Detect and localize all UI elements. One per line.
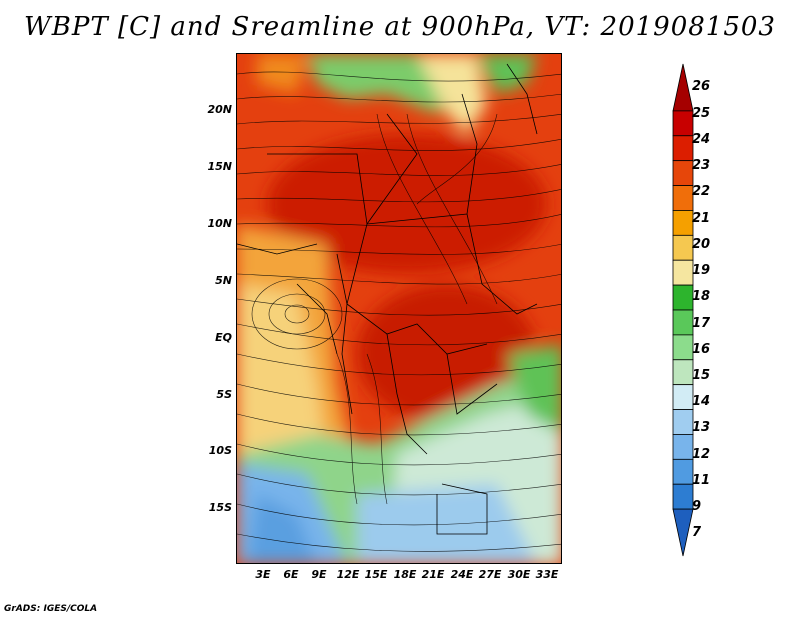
lat-label-20n: 20N bbox=[207, 103, 232, 116]
colorbar-label-22: 22 bbox=[692, 184, 711, 199]
colorbar-label-23: 23 bbox=[692, 158, 711, 173]
colorbar-label-13: 13 bbox=[692, 420, 711, 435]
map-title: WBPT [C] and Sreamline at 900hPa, VT: 20… bbox=[24, 12, 776, 42]
colorbar-swatch bbox=[672, 384, 694, 410]
colorbar-label-18: 18 bbox=[692, 289, 711, 304]
colorbar-swatch bbox=[672, 434, 694, 460]
colorbar-swatch bbox=[672, 359, 694, 386]
colorbar-swatch bbox=[672, 210, 694, 236]
colorbar bbox=[672, 63, 694, 557]
colorbar-label-9: 9 bbox=[692, 499, 702, 514]
lat-label-10s: 10S bbox=[208, 444, 232, 457]
lon-label-33e: 33E bbox=[535, 568, 559, 581]
colorbar-label-17: 17 bbox=[692, 316, 711, 331]
colorbar-swatch bbox=[672, 185, 694, 211]
colorbar-label-14: 14 bbox=[692, 394, 711, 409]
lon-label-30e: 30E bbox=[507, 568, 531, 581]
lat-label-10n: 10N bbox=[207, 217, 232, 230]
lon-label-27e: 27E bbox=[478, 568, 502, 581]
colorbar-label-26: 26 bbox=[692, 79, 711, 94]
lat-label-15s: 15S bbox=[208, 501, 232, 514]
lon-label-24e: 24E bbox=[450, 568, 474, 581]
colorbar-label-25: 25 bbox=[692, 106, 711, 121]
lon-label-21e: 21E bbox=[421, 568, 445, 581]
colorbar-swatch bbox=[672, 483, 694, 510]
colorbar-label-21: 21 bbox=[692, 211, 711, 226]
lon-label-18e: 18E bbox=[393, 568, 417, 581]
lat-label-5n: 5N bbox=[215, 274, 232, 287]
colorbar-swatch bbox=[672, 284, 694, 311]
colorbar-label-15: 15 bbox=[692, 368, 711, 383]
lon-label-3e: 3E bbox=[255, 568, 271, 581]
colorbar-label-19: 19 bbox=[692, 263, 711, 278]
colorbar-label-20: 20 bbox=[692, 237, 711, 252]
grads-credit: GrADS: IGES/COLA bbox=[4, 604, 98, 614]
lon-label-6e: 6E bbox=[283, 568, 299, 581]
lon-label-12e: 12E bbox=[336, 568, 360, 581]
colorbar-swatch bbox=[672, 334, 694, 361]
colorbar-label-7: 7 bbox=[692, 525, 702, 540]
colorbar-swatch bbox=[672, 234, 694, 261]
colorbar-swatch bbox=[672, 160, 694, 186]
lat-label-15n: 15N bbox=[207, 160, 232, 173]
colorbar-label-11: 11 bbox=[692, 473, 711, 488]
colorbar-swatch bbox=[672, 135, 694, 162]
colorbar-swatch bbox=[672, 309, 694, 336]
lat-label-eq: EQ bbox=[215, 331, 232, 344]
colorbar-swatch bbox=[672, 508, 694, 557]
colorbar-label-16: 16 bbox=[692, 342, 711, 357]
colorbar-swatch bbox=[672, 409, 694, 435]
lat-label-5s: 5S bbox=[216, 388, 232, 401]
lon-label-9e: 9E bbox=[311, 568, 327, 581]
lon-label-15e: 15E bbox=[364, 568, 388, 581]
map-panel bbox=[236, 53, 562, 564]
colorbar-swatch bbox=[672, 259, 694, 286]
colorbar-swatch bbox=[672, 110, 694, 137]
colorbar-label-12: 12 bbox=[692, 447, 711, 462]
colorbar-swatch bbox=[672, 63, 694, 112]
colorbar-label-24: 24 bbox=[692, 132, 711, 147]
wbpt-field bbox=[237, 54, 561, 563]
colorbar-swatch bbox=[672, 458, 694, 485]
